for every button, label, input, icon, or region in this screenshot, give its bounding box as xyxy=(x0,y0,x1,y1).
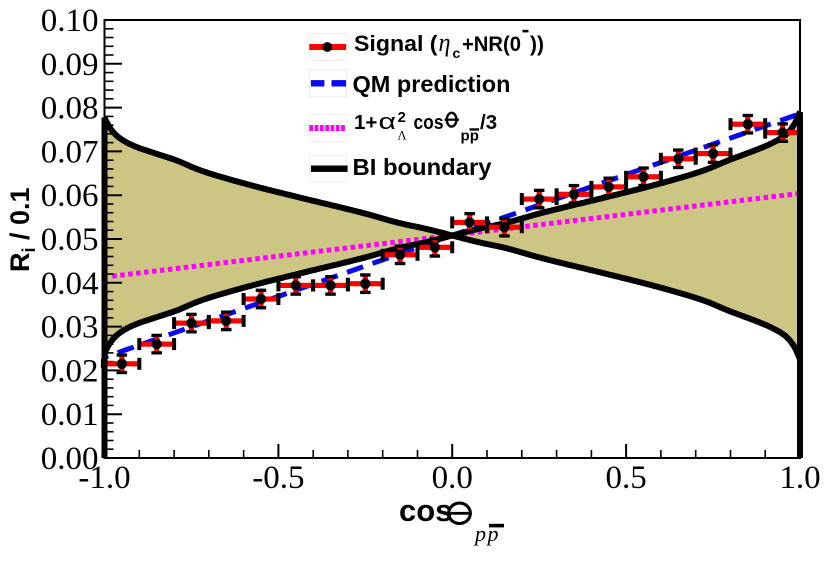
svg-text:0.04: 0.04 xyxy=(41,266,99,302)
svg-text:0.01: 0.01 xyxy=(41,397,99,433)
svg-text:p: p xyxy=(470,128,479,145)
svg-text:QM prediction: QM prediction xyxy=(353,71,511,97)
svg-text:-0.5: -0.5 xyxy=(252,460,304,496)
svg-text:-1.0: -1.0 xyxy=(78,460,130,496)
svg-text:c: c xyxy=(453,45,461,61)
svg-text:0.07: 0.07 xyxy=(41,134,99,170)
svg-text:2: 2 xyxy=(398,109,406,126)
svg-text:1.0: 1.0 xyxy=(779,460,820,496)
svg-text:0.0: 0.0 xyxy=(432,460,473,496)
svg-text:cos: cos xyxy=(414,111,444,134)
svg-text:0.08: 0.08 xyxy=(41,91,99,127)
svg-text:/3: /3 xyxy=(480,111,497,134)
svg-text:p: p xyxy=(473,521,486,546)
svg-text:0.02: 0.02 xyxy=(41,353,99,389)
svg-text:p: p xyxy=(461,128,470,145)
svg-text:)): )) xyxy=(530,33,544,56)
svg-text:0.5: 0.5 xyxy=(605,460,646,496)
svg-text:0.03: 0.03 xyxy=(41,310,99,346)
svg-text:cos: cos xyxy=(399,493,452,528)
svg-text:1+: 1+ xyxy=(354,111,377,134)
svg-text:η: η xyxy=(439,28,451,57)
svg-text:BI boundary: BI boundary xyxy=(353,154,492,180)
svg-text:Ri / 0.1: Ri / 0.1 xyxy=(5,187,39,272)
svg-text:Signal (: Signal ( xyxy=(354,31,438,56)
svg-text:0.09: 0.09 xyxy=(41,47,99,83)
svg-text:0.05: 0.05 xyxy=(41,222,99,258)
svg-text:0.10: 0.10 xyxy=(41,3,99,39)
svg-text:0.06: 0.06 xyxy=(41,178,99,214)
svg-text:α: α xyxy=(379,109,397,134)
svg-text:0.00: 0.00 xyxy=(41,441,99,477)
svg-text:Λ: Λ xyxy=(398,128,407,142)
svg-text:+NR(0: +NR(0 xyxy=(462,33,521,56)
